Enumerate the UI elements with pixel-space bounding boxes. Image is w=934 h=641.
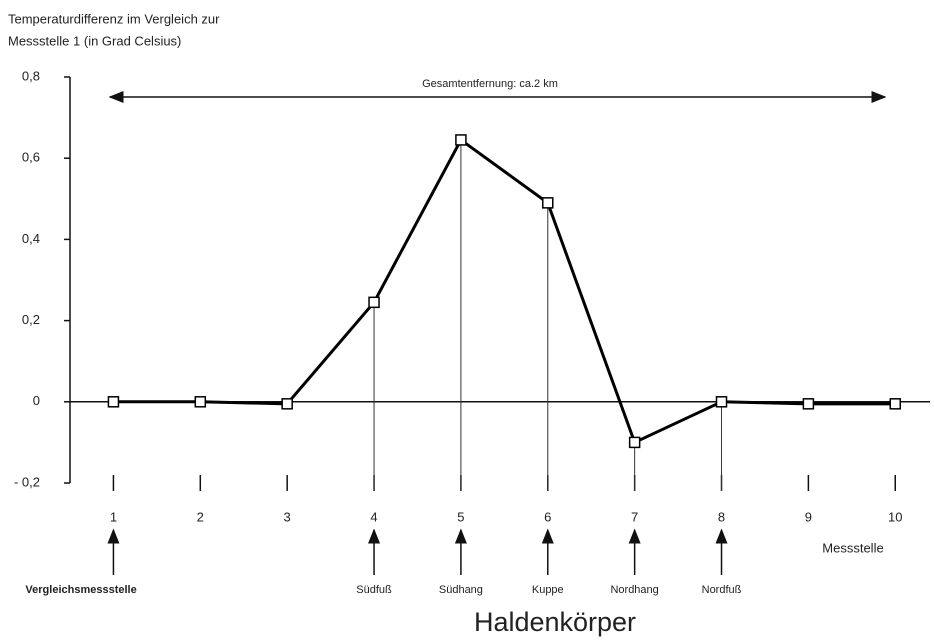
y-tick-label: - 0,2 xyxy=(14,474,40,489)
y-axis-label: Messstelle 1 (in Grad Celsius) xyxy=(8,33,181,48)
x-tick-label: 3 xyxy=(284,509,291,524)
y-tick-label: 0 xyxy=(33,393,40,408)
data-point xyxy=(281,398,293,410)
data-point xyxy=(368,296,380,309)
y-axis-label: Temperaturdifferenz im Vergleich zur xyxy=(8,11,220,26)
y-tick-label: 0,8 xyxy=(22,68,40,83)
y-tick-label: 0,6 xyxy=(22,150,40,165)
station-label: Nordfuß xyxy=(702,584,742,596)
data-point xyxy=(628,436,641,449)
x-tick-label: 6 xyxy=(544,509,551,524)
x-tick-label: 5 xyxy=(457,509,464,524)
station-label: Südhang xyxy=(439,584,483,596)
data-point xyxy=(889,398,902,410)
station-label: Nordhang xyxy=(610,584,658,596)
footer: Haldenkörper xyxy=(474,607,636,637)
x-tick-label: 4 xyxy=(370,509,377,524)
x-tick-label: 10 xyxy=(888,509,902,524)
y-tick-label: 0,4 xyxy=(22,231,40,246)
x-tick-label: 7 xyxy=(631,509,638,524)
data-line xyxy=(113,138,896,444)
x-tick-label: 2 xyxy=(197,509,204,524)
data-point xyxy=(107,396,120,408)
y-tick-label: 0,2 xyxy=(22,312,40,327)
x-axis-label: Messstelle xyxy=(822,540,883,555)
data-point xyxy=(542,197,554,209)
x-tick-label: 9 xyxy=(805,509,812,524)
station-label: Kuppe xyxy=(532,584,564,596)
data-point xyxy=(715,396,728,408)
station-label: Südfuß xyxy=(356,584,392,596)
station-label: Vergleichsmessstelle xyxy=(25,584,136,596)
x-tick-label: 8 xyxy=(718,509,725,524)
span-label: Gesamtentfernung: ca.2 km xyxy=(422,78,558,90)
data-point xyxy=(455,134,467,146)
data-point xyxy=(802,398,815,410)
x-tick-label: 1 xyxy=(110,509,117,524)
data-point xyxy=(194,396,207,408)
